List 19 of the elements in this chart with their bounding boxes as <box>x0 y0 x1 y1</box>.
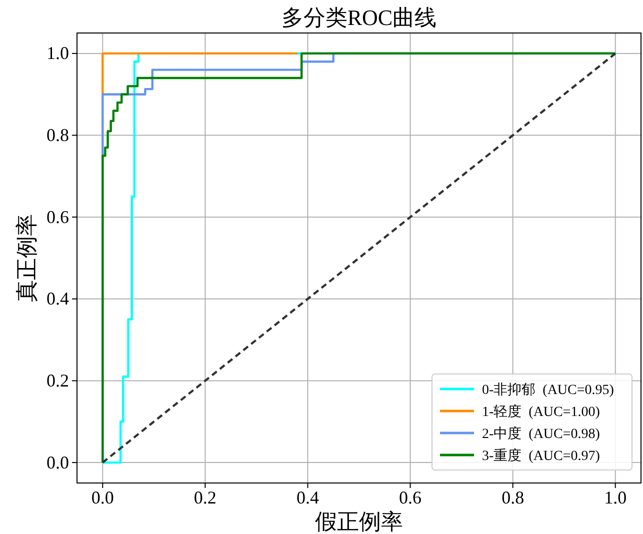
x-axis-title: 假正例率 <box>315 509 403 534</box>
x-tick-label: 0.8 <box>502 488 524 508</box>
y-tick-label: 0.8 <box>46 125 69 146</box>
legend-label: 1-轻度 (AUC=1.00) <box>482 404 600 420</box>
y-tick-label: 0.0 <box>46 452 69 472</box>
x-tick-label: 1.0 <box>604 488 627 508</box>
legend-label: 0-非抑郁 (AUC=0.95) <box>482 382 614 398</box>
legend-label: 2-中度 (AUC=0.98) <box>482 426 600 442</box>
y-tick-label: 0.4 <box>46 288 69 309</box>
x-tick-label: 0.2 <box>194 488 216 508</box>
chart-title: 多分类ROC曲线 <box>281 5 437 30</box>
y-tick-label: 0.6 <box>46 206 69 227</box>
y-axis-title: 真正例率 <box>14 214 39 302</box>
y-tick-label: 1.0 <box>46 43 69 64</box>
x-tick-label: 0.0 <box>91 488 114 508</box>
y-tick-label: 0.2 <box>46 370 69 390</box>
x-tick-label: 0.6 <box>399 488 422 508</box>
x-tick-label: 0.4 <box>296 488 319 508</box>
legend-label: 3-重度 (AUC=0.97) <box>482 448 600 464</box>
